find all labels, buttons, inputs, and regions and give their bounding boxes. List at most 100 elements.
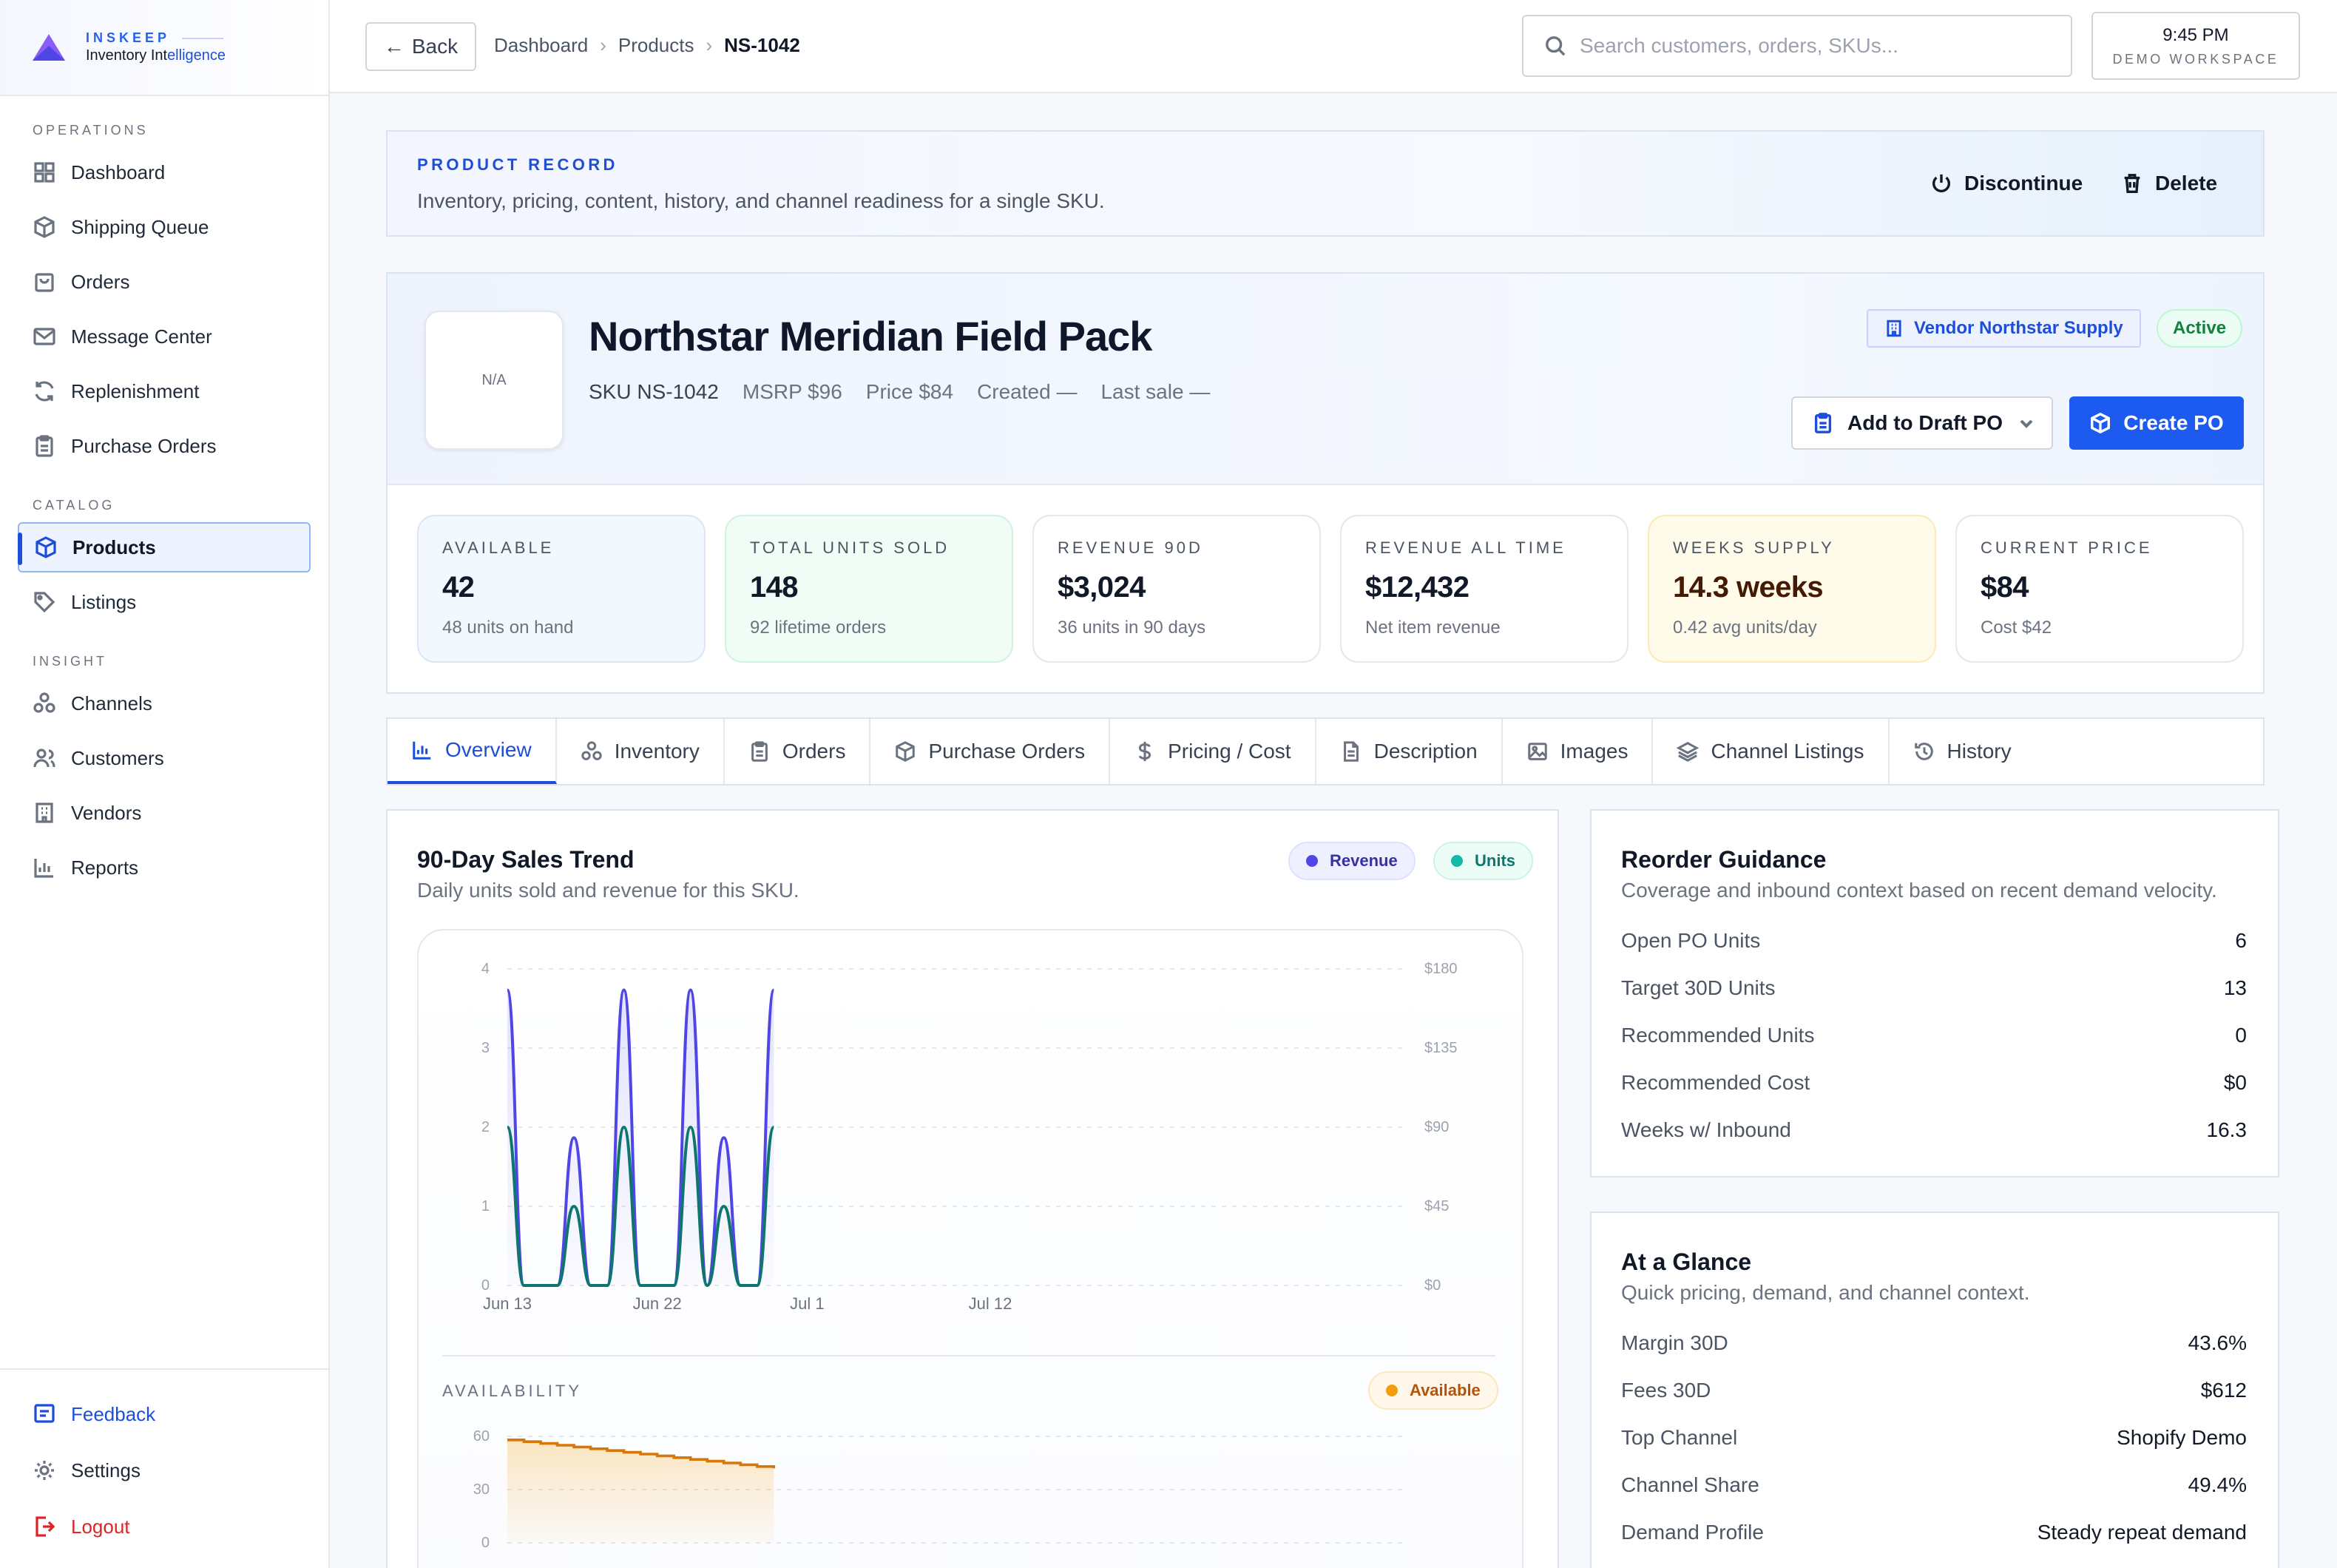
vendor-badge[interactable]: Vendor Northstar Supply: [1867, 309, 2141, 348]
revenue-area: [507, 990, 774, 1285]
workspace-clock: 9:45 PM DEMO WORKSPACE: [2091, 12, 2300, 80]
sidebar-item-feedback[interactable]: Feedback: [18, 1388, 311, 1441]
tab-inventory[interactable]: Inventory: [557, 719, 725, 784]
units-line: [506, 1125, 776, 1288]
sidebar: INSKEEP Inventory Intelligence OPERATION…: [0, 0, 330, 1568]
network-icon: [33, 692, 55, 713]
bar-chart-icon: [413, 741, 431, 760]
x-tick: Jun 22: [633, 1294, 682, 1313]
legend-dot-units: [1451, 855, 1463, 867]
row-value: 13: [2223, 976, 2247, 999]
tag-icon: [34, 592, 55, 613]
tab-history[interactable]: History: [1890, 719, 2035, 784]
sidebar-item-products[interactable]: Products: [18, 522, 311, 572]
product-thumbnail[interactable]: N/A: [425, 311, 564, 450]
sidebar-item-customers[interactable]: Customers: [18, 733, 311, 783]
cube-icon: [896, 741, 916, 762]
back-button[interactable]: ← Back: [365, 22, 476, 71]
sidebar-item-label: Replenishment: [71, 379, 200, 402]
tab-orders[interactable]: Orders: [725, 719, 871, 784]
row-key: Target 30D Units: [1621, 976, 1776, 999]
search-box[interactable]: [1522, 15, 2072, 77]
availability-label: AVAILABILITY: [442, 1382, 583, 1400]
sidebar-item-reports[interactable]: Reports: [18, 842, 311, 893]
reorder-row: Recommended Units 0: [1621, 1024, 2247, 1047]
row-value: 0: [2235, 1024, 2247, 1047]
tab-purchase-orders[interactable]: Purchase Orders: [870, 719, 1111, 784]
sidebar-item-logout[interactable]: Logout: [18, 1500, 311, 1553]
create-po-button[interactable]: Create PO: [2069, 396, 2244, 450]
sidebar-item-shipping-queue[interactable]: Shipping Queue: [18, 202, 311, 252]
row-value: 6: [2235, 929, 2247, 952]
draft-po-label: Add to Draft PO: [1847, 411, 2003, 434]
sidebar-item-orders[interactable]: Orders: [18, 257, 311, 307]
glance-row: Demand Profile Steady repeat demand: [1621, 1521, 2247, 1544]
stat-label: REVENUE ALL TIME: [1365, 538, 1566, 557]
history-icon: [1914, 743, 1933, 760]
stat-sub: Net item revenue: [1365, 618, 1501, 638]
topbar: ← Back Dashboard › Products › NS-1042 9:…: [330, 0, 2337, 93]
glance-subtitle: Quick pricing, demand, and channel conte…: [1621, 1281, 2030, 1304]
sidebar-item-vendors[interactable]: Vendors: [18, 788, 311, 838]
stat-value: 14.3 weeks: [1673, 571, 1824, 604]
trend-title: 90-Day Sales Trend: [417, 846, 635, 873]
product-meta: SKU NS-1042 MSRP $96 Price $84 Created —…: [589, 380, 1234, 404]
row-key: Recommended Cost: [1621, 1071, 1810, 1094]
sidebar-item-settings[interactable]: Settings: [18, 1444, 311, 1497]
stat-label: REVENUE 90D: [1058, 538, 1203, 557]
sidebar-item-label: Orders: [71, 270, 130, 293]
product-record-banner: PRODUCT RECORD Inventory, pricing, conte…: [386, 130, 2265, 237]
building-icon: [1887, 320, 1901, 337]
product-tabs: Overview Inventory Orders Purchase Order…: [386, 717, 2265, 785]
stat-available: AVAILABLE 42 48 units on hand: [417, 515, 706, 663]
stat-label: AVAILABLE: [442, 538, 555, 557]
breadcrumb-dashboard[interactable]: Dashboard: [494, 34, 589, 56]
legend-available[interactable]: Available: [1368, 1371, 1498, 1410]
breadcrumb-products[interactable]: Products: [618, 34, 694, 56]
stats-row: AVAILABLE 42 48 units on hand TOTAL UNIT…: [417, 515, 2263, 663]
layers-icon: [1677, 742, 1700, 762]
sidebar-item-replenishment[interactable]: Replenishment: [18, 366, 311, 416]
stat-sub: 36 units in 90 days: [1058, 618, 1206, 638]
clipboard-icon: [1814, 413, 1832, 433]
sidebar-item-purchase-orders[interactable]: Purchase Orders: [18, 421, 311, 471]
x-tick: Jul 1: [790, 1294, 824, 1313]
tab-channel-listings[interactable]: Channel Listings: [1653, 719, 1890, 784]
discontinue-label: Discontinue: [1964, 172, 2083, 195]
mail-icon: [33, 328, 55, 345]
availability-area: [507, 1439, 774, 1543]
legend-units[interactable]: Units: [1433, 842, 1533, 880]
row-key: Channel Share: [1621, 1473, 1759, 1496]
chart-divider: [442, 1355, 1495, 1356]
row-value: 43.6%: [2188, 1331, 2247, 1354]
sidebar-item-message-center[interactable]: Message Center: [18, 311, 311, 362]
sidebar-item-dashboard[interactable]: Dashboard: [18, 147, 311, 197]
sidebar-item-channels[interactable]: Channels: [18, 678, 311, 729]
tab-label: Overview: [445, 738, 532, 761]
glance-row: Margin 30D 43.6%: [1621, 1331, 2247, 1355]
tab-overview[interactable]: Overview: [388, 719, 557, 784]
grid-icon: [34, 162, 55, 183]
delete-button[interactable]: Delete: [2121, 172, 2217, 195]
cube-icon: [35, 536, 56, 558]
reorder-subtitle: Coverage and inbound context based on re…: [1621, 879, 2217, 902]
search-icon: [1546, 36, 1566, 56]
sidebar-item-listings[interactable]: Listings: [18, 577, 311, 627]
reorder-row: Target 30D Units 13: [1621, 976, 2247, 1000]
gear-icon: [35, 1461, 54, 1480]
discontinue-button[interactable]: Discontinue: [1930, 172, 2083, 195]
tab-description[interactable]: Description: [1316, 719, 1503, 784]
tab-pricing-cost[interactable]: Pricing / Cost: [1110, 719, 1316, 784]
stat-sub: 0.42 avg units/day: [1673, 618, 1817, 638]
stat-sub: 92 lifetime orders: [750, 618, 887, 638]
brand[interactable]: INSKEEP Inventory Intelligence: [0, 0, 328, 96]
tab-images[interactable]: Images: [1503, 719, 1654, 784]
sales-trend-card: 90-Day Sales Trend Daily units sold and …: [386, 809, 1559, 1568]
breadcrumb: Dashboard › Products › NS-1042: [494, 34, 800, 57]
search-input[interactable]: [1580, 34, 2053, 58]
dollar-icon: [1138, 741, 1151, 762]
legend-revenue[interactable]: Revenue: [1288, 842, 1416, 880]
sidebar-item-label: Customers: [71, 746, 164, 769]
add-to-draft-po-button[interactable]: Add to Draft PO: [1791, 396, 2053, 450]
